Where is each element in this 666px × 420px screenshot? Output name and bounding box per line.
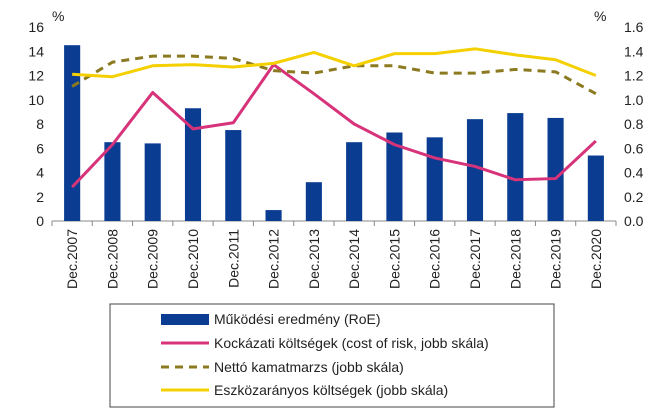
line-net-interest-margin — [71, 54, 597, 96]
left-axis-tick-label: 4 — [36, 165, 44, 181]
bar-roe — [426, 137, 443, 221]
x-axis-category-label: Dec.2013 — [306, 229, 322, 289]
right-axis-tick-label: 1.2 — [624, 68, 644, 84]
x-axis-category-label: Dec.2018 — [507, 229, 523, 289]
bar-roe — [305, 182, 322, 221]
bar-roe — [547, 117, 564, 221]
x-axis-category-label: Dec.2009 — [145, 229, 161, 289]
bar-roe — [265, 210, 282, 221]
axes-layer: 0 2 4 6 8 10 12 14 16 0.0 0.2 0.4 0.6 0.8 1.0 1.2 1.4 1.6… — [28, 19, 643, 289]
legend-label-roe: Működési eredmény (RoE) — [214, 311, 381, 327]
right-axis-tick-label: 0.8 — [624, 116, 644, 132]
line-cost-to-assets — [72, 47, 597, 79]
legend-label-cost-to-assets: Eszközarányos költségek (jobb skála) — [214, 382, 448, 398]
left-axis-tick-label: 6 — [36, 140, 44, 156]
right-axis-tick-label: 1.0 — [624, 92, 644, 108]
bar-roe — [225, 130, 242, 221]
x-axis-category-label: Dec.2019 — [548, 229, 564, 289]
left-axis-tick-label: 14 — [28, 43, 44, 59]
x-axis-category-label: Dec.2017 — [467, 229, 483, 289]
bar-roe — [346, 142, 363, 221]
right-axis-tick-label: 0.4 — [624, 165, 644, 181]
bars-layer — [64, 45, 604, 221]
lines-layer — [71, 47, 597, 189]
left-axis-tick-label: 10 — [28, 92, 44, 108]
x-axis-category-label: Dec.2016 — [427, 229, 443, 289]
left-axis-tick-label: 16 — [28, 19, 44, 35]
left-axis-tick-label: 0 — [36, 213, 44, 229]
x-axis-category-label: Dec.2020 — [588, 229, 604, 289]
left-axis-tick-label: 8 — [36, 116, 44, 132]
left-axis-unit-label: % — [52, 8, 64, 24]
x-axis-category-label: Dec.2012 — [266, 229, 282, 289]
bar-roe — [184, 108, 202, 221]
right-axis-tick-label: 1.4 — [624, 43, 644, 59]
legend-label-cost-of-risk: Kockázati költségek (cost of risk, jobb … — [214, 335, 489, 351]
bar-roe — [144, 143, 161, 221]
x-axis-category-label: Dec.2011 — [225, 229, 241, 288]
right-axis-tick-label: 1.6 — [624, 19, 644, 35]
bar-roe — [466, 119, 484, 221]
bar-roe — [507, 113, 524, 221]
x-axis-category-label: Dec.2008 — [104, 229, 120, 289]
right-axis-tick-label: 0.6 — [624, 140, 644, 156]
legend: Működési eredmény (RoE) Kockázati költsé… — [109, 303, 555, 408]
bar-roe — [104, 142, 121, 221]
x-axis-category-label: Dec.2014 — [346, 229, 362, 289]
right-axis-tick-label: 0.2 — [624, 189, 644, 205]
x-axis-category-label: Dec.2010 — [185, 229, 201, 289]
left-axis-tick-label: 12 — [28, 68, 44, 84]
bar-roe — [64, 45, 81, 221]
x-axis-category-label: Dec.2007 — [64, 229, 80, 289]
legend-swatch-roe — [161, 314, 209, 325]
line-cost-of-risk — [71, 63, 597, 189]
bar-roe — [587, 155, 604, 221]
legend-label-net-interest-margin: Nettó kamatmarzs (jobb skála) — [214, 359, 404, 375]
bar-roe — [386, 132, 403, 221]
x-axis-category-label: Dec.2015 — [386, 229, 402, 289]
right-axis-unit-label: % — [594, 8, 606, 24]
left-axis-tick-label: 2 — [36, 189, 44, 205]
right-axis-tick-label: 0.0 — [624, 213, 644, 229]
